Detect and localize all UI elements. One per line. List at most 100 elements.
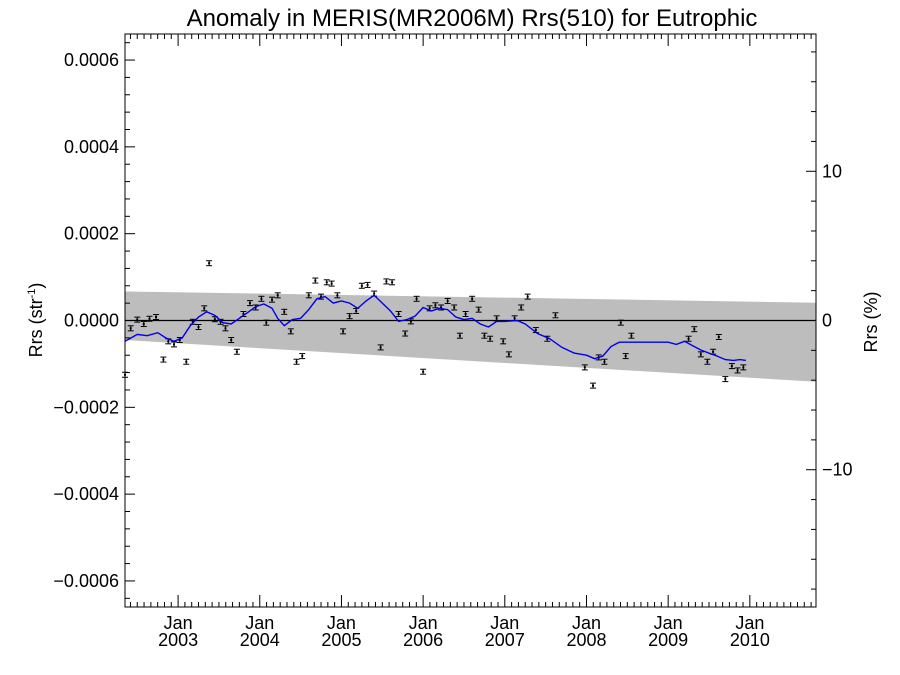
data-point xyxy=(715,333,722,340)
data-point xyxy=(183,358,190,365)
point-marker xyxy=(203,307,206,310)
y-axis-label: Rrs (str-1) xyxy=(26,283,46,358)
data-point xyxy=(444,297,451,304)
data-point xyxy=(518,304,525,311)
point-marker xyxy=(289,330,292,333)
x-tick-year: 2010 xyxy=(730,630,770,650)
point-marker xyxy=(230,339,233,342)
data-point xyxy=(228,337,235,344)
point-marker xyxy=(265,321,268,324)
data-point xyxy=(451,304,458,311)
point-marker xyxy=(191,320,194,323)
point-marker xyxy=(699,353,702,356)
point-marker xyxy=(148,317,151,320)
point-marker xyxy=(453,306,456,309)
point-marker xyxy=(197,326,200,329)
y-tick-label: −0.0004 xyxy=(53,484,119,504)
point-marker xyxy=(142,322,145,325)
point-marker xyxy=(373,292,376,295)
data-point xyxy=(269,296,276,303)
point-marker xyxy=(687,337,690,340)
data-point xyxy=(469,295,476,302)
data-point xyxy=(500,338,507,345)
point-marker xyxy=(336,294,339,297)
x-tick-month: Jan xyxy=(245,613,274,633)
data-point xyxy=(281,308,288,315)
point-marker xyxy=(706,360,709,363)
point-marker xyxy=(325,281,328,284)
data-point xyxy=(734,367,741,374)
point-marker xyxy=(520,306,523,309)
data-point xyxy=(140,320,147,327)
point-marker xyxy=(477,308,480,311)
x-tick-year: 2005 xyxy=(321,630,361,650)
point-marker xyxy=(248,302,251,305)
x-tick-year: 2006 xyxy=(403,630,443,650)
point-marker xyxy=(422,370,425,373)
data-point xyxy=(328,280,335,287)
point-marker xyxy=(173,343,176,346)
point-marker xyxy=(513,317,516,320)
data-point xyxy=(581,364,588,371)
data-point xyxy=(263,319,270,326)
data-point xyxy=(299,353,306,360)
point-marker xyxy=(624,355,627,358)
point-marker xyxy=(314,279,317,282)
x-tick-month: Jan xyxy=(490,613,519,633)
point-marker xyxy=(295,360,298,363)
y2-tick-label: 0 xyxy=(822,311,832,331)
data-point xyxy=(622,353,629,360)
point-marker xyxy=(391,281,394,284)
point-marker xyxy=(219,320,222,323)
point-marker xyxy=(355,309,358,312)
data-point xyxy=(201,305,208,312)
plot-area xyxy=(122,260,816,389)
point-marker xyxy=(717,335,720,338)
data-point xyxy=(364,281,371,288)
x-tick-year: 2009 xyxy=(648,630,688,650)
data-point xyxy=(153,314,160,321)
data-point xyxy=(134,316,141,323)
point-marker xyxy=(342,330,345,333)
x-tick-month: Jan xyxy=(735,613,764,633)
x-tick-month: Jan xyxy=(654,613,683,633)
x-tick-year: 2007 xyxy=(485,630,525,650)
point-marker xyxy=(330,282,333,285)
data-point xyxy=(728,363,735,370)
point-marker xyxy=(155,316,158,319)
data-point xyxy=(722,376,729,383)
data-point xyxy=(617,319,624,326)
y-axis-label-end: ) xyxy=(26,283,46,289)
data-point xyxy=(432,302,439,309)
point-marker xyxy=(385,280,388,283)
point-marker xyxy=(440,306,443,309)
point-marker xyxy=(283,310,286,313)
y2-axis-label: Rrs (%) xyxy=(861,292,881,353)
data-point xyxy=(334,292,341,299)
data-point xyxy=(287,328,294,335)
data-point xyxy=(628,332,635,339)
data-point xyxy=(358,282,365,289)
point-marker xyxy=(208,262,211,265)
point-marker xyxy=(483,334,486,337)
data-point xyxy=(462,310,469,317)
point-marker xyxy=(428,307,431,310)
x-tick-month: Jan xyxy=(164,613,193,633)
data-point xyxy=(475,306,482,313)
data-point xyxy=(383,278,390,285)
point-marker xyxy=(603,360,606,363)
data-point xyxy=(420,368,427,375)
data-point xyxy=(346,313,353,320)
y-tick-label: 0.0002 xyxy=(64,224,119,244)
point-marker xyxy=(276,294,279,297)
data-point xyxy=(704,358,711,365)
point-marker xyxy=(730,365,733,368)
data-point xyxy=(691,326,698,333)
data-point xyxy=(222,325,229,332)
point-marker xyxy=(360,284,363,287)
point-marker xyxy=(348,315,351,318)
data-point xyxy=(127,325,134,332)
data-point xyxy=(395,310,402,317)
data-point xyxy=(524,293,531,300)
